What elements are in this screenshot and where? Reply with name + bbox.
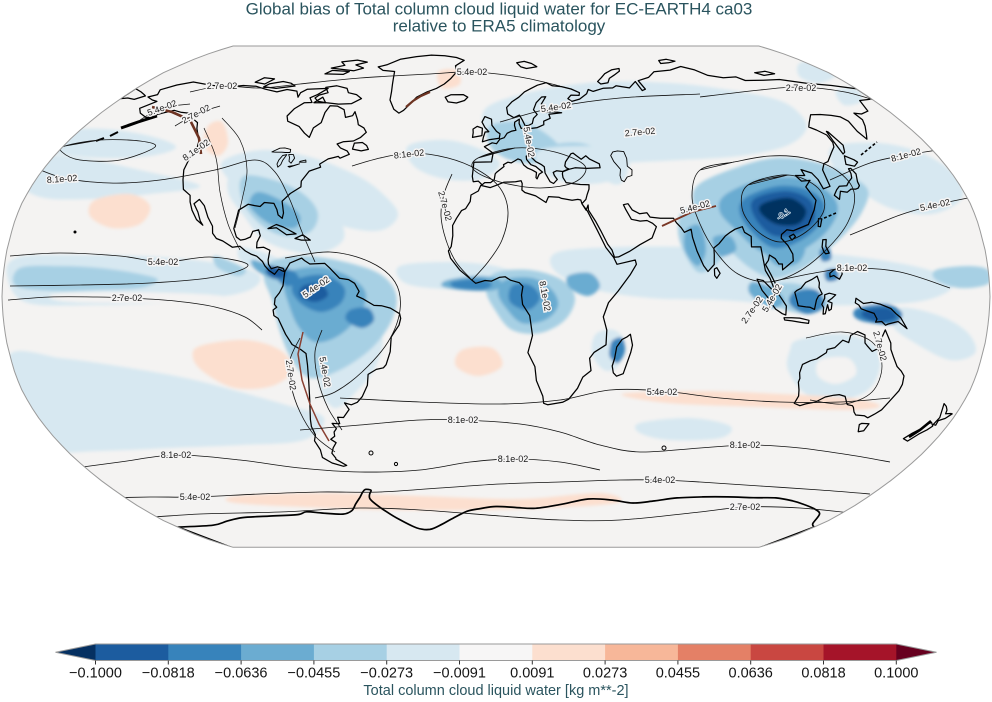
svg-text:8.1e-02: 8.1e-02 bbox=[161, 450, 192, 460]
svg-text:−0.0818: −0.0818 bbox=[142, 666, 195, 682]
svg-text:−0.0455: −0.0455 bbox=[287, 666, 340, 682]
svg-text:8.1e-02: 8.1e-02 bbox=[46, 173, 77, 185]
svg-text:2.7e-02: 2.7e-02 bbox=[112, 293, 143, 303]
svg-text:8.1e-02: 8.1e-02 bbox=[393, 147, 424, 160]
svg-text:0.0455: 0.0455 bbox=[656, 666, 700, 682]
svg-text:2.7e-02: 2.7e-02 bbox=[786, 83, 817, 93]
svg-text:−0.0636: −0.0636 bbox=[215, 666, 268, 682]
svg-text:−0.1000: −0.1000 bbox=[69, 666, 122, 682]
svg-text:5.4e-02: 5.4e-02 bbox=[457, 67, 488, 77]
svg-text:0.0636: 0.0636 bbox=[729, 666, 773, 682]
svg-text:8.1e-02: 8.1e-02 bbox=[448, 415, 479, 425]
svg-text:0.0091: 0.0091 bbox=[510, 666, 554, 682]
svg-text:5.4e-02: 5.4e-02 bbox=[148, 257, 179, 267]
svg-text:8.1e-02: 8.1e-02 bbox=[498, 454, 529, 464]
svg-text:8.1e-02: 8.1e-02 bbox=[730, 440, 761, 450]
svg-text:Global bias of Total column cl: Global bias of Total column cloud liquid… bbox=[246, 0, 753, 19]
svg-text:2.7e-02: 2.7e-02 bbox=[624, 126, 655, 139]
svg-text:5.4e-02: 5.4e-02 bbox=[645, 475, 676, 485]
svg-text:0.0273: 0.0273 bbox=[583, 666, 627, 682]
svg-text:−0.0091: −0.0091 bbox=[433, 666, 486, 682]
svg-text:8.1e-02: 8.1e-02 bbox=[837, 263, 868, 273]
svg-text:0.1000: 0.1000 bbox=[874, 666, 918, 682]
svg-text:Total column cloud liquid wate: Total column cloud liquid water [kg m**-… bbox=[363, 683, 628, 699]
svg-text:0.0818: 0.0818 bbox=[801, 666, 845, 682]
svg-text:−0.0273: −0.0273 bbox=[360, 666, 413, 682]
svg-text:5.4e-02: 5.4e-02 bbox=[647, 387, 678, 397]
svg-text:relative to ERA5 climatology: relative to ERA5 climatology bbox=[393, 17, 606, 36]
svg-text:2.7e-02: 2.7e-02 bbox=[207, 81, 238, 91]
svg-text:5.4e-02: 5.4e-02 bbox=[180, 492, 211, 502]
svg-text:2.7e-02: 2.7e-02 bbox=[730, 502, 761, 512]
